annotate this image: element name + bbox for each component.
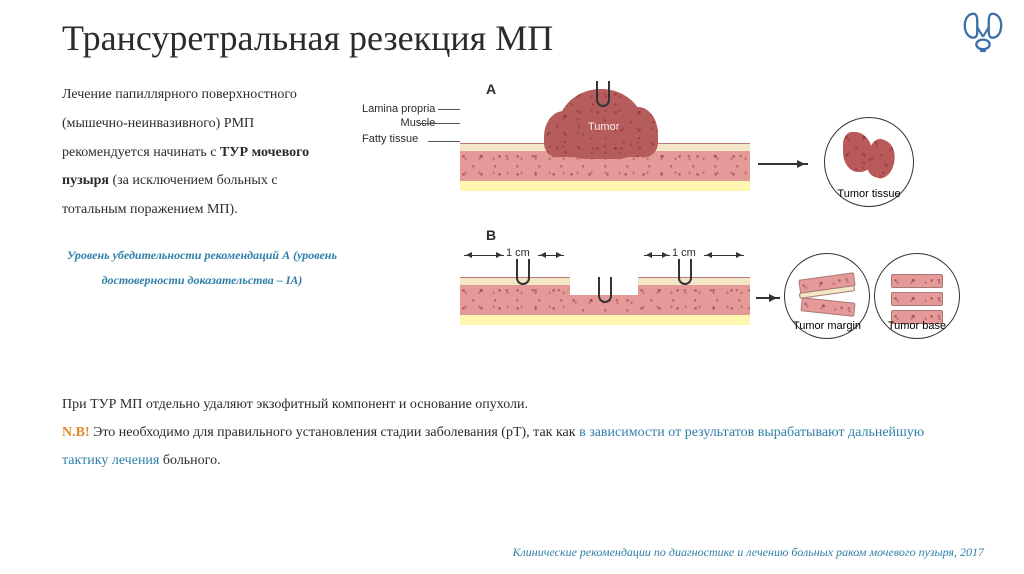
panel-b-label: B: [486, 227, 496, 243]
resection-instrument-a: [596, 81, 610, 107]
sample-tumor-base: Tumor base: [874, 253, 960, 339]
panel-a-label: A: [486, 81, 496, 97]
arrow-right-a: [758, 163, 808, 165]
bottom-line-2: N.B! Это необходимо для правильного уста…: [62, 419, 972, 475]
kidneys-icon: [960, 8, 1006, 54]
evidence-level: Уровень убедительности рекомендаций А (у…: [62, 243, 342, 293]
citation: Клинические рекомендации по диагностике …: [513, 545, 984, 560]
sample-tumor-tissue: Tumor tissue: [824, 117, 914, 207]
body-paragraph: Лечение папиллярного поверхностного (мыш…: [62, 81, 342, 224]
slide-title: Трансуретральная резекция МП: [62, 18, 972, 59]
sample-tumor-margin: Tumor margin: [784, 253, 870, 339]
bottom-line-1: При ТУР МП отдельно удаляют экзофитный к…: [62, 391, 972, 419]
resection-diagram: A Lamina propria Muscle Fatty tissue: [366, 81, 972, 371]
layer-labels: Lamina propria Muscle Fatty tissue: [362, 103, 435, 146]
